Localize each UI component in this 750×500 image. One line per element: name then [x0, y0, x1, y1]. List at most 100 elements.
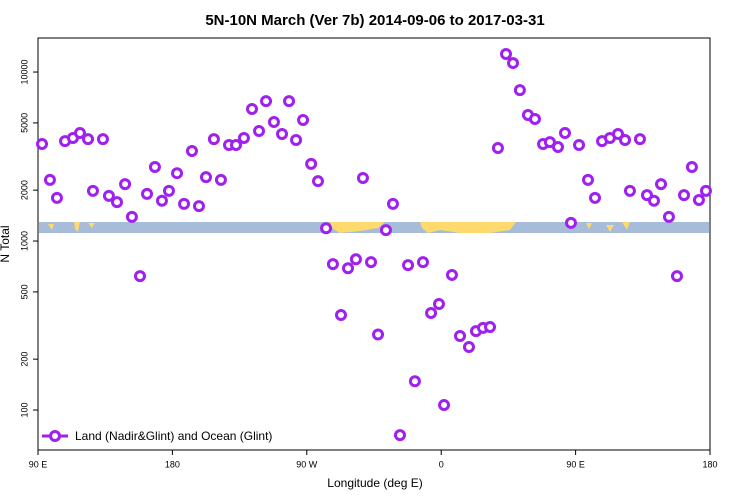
y-tick-label: 10000 [19, 60, 29, 85]
point [685, 161, 698, 174]
point [342, 262, 355, 275]
point [162, 184, 175, 197]
point [393, 429, 406, 442]
x-tick-label: 180 [702, 459, 717, 469]
x-tick-label: 90 E [566, 459, 585, 469]
land-patch [48, 222, 95, 232]
y-axis-label: N Total [0, 225, 12, 262]
point [230, 139, 243, 152]
point [558, 126, 571, 139]
point [110, 196, 123, 209]
point [155, 194, 168, 207]
point [50, 191, 63, 204]
point [141, 187, 154, 200]
point [356, 172, 369, 185]
point [86, 184, 99, 197]
point [432, 298, 445, 311]
point [290, 134, 303, 147]
point [305, 157, 318, 170]
point [43, 173, 56, 186]
map-band [39, 222, 709, 233]
legend-marker [49, 430, 61, 442]
point [670, 270, 683, 283]
point [320, 222, 333, 235]
y-tick-label: 100 [19, 403, 29, 418]
point [491, 142, 504, 155]
y-tick-label: 2000 [19, 180, 29, 200]
point [408, 375, 421, 388]
point [133, 270, 146, 283]
point [267, 116, 280, 129]
point [678, 189, 691, 202]
point [543, 136, 556, 149]
point [73, 126, 86, 139]
land-patch [586, 222, 630, 232]
point [192, 200, 205, 213]
x-tick-label: 0 [439, 459, 444, 469]
point [445, 268, 458, 281]
point [96, 133, 109, 146]
x-tick-label: 180 [165, 459, 180, 469]
point [500, 47, 513, 60]
point [425, 307, 438, 320]
point [148, 161, 161, 174]
point [253, 124, 266, 137]
point [349, 253, 362, 266]
point [692, 193, 705, 206]
point [125, 210, 138, 223]
point [454, 330, 467, 343]
point [623, 184, 636, 197]
point [276, 127, 289, 140]
land-patch [420, 222, 516, 233]
plot-frame [37, 37, 711, 451]
point [82, 133, 95, 146]
point [312, 175, 324, 188]
point [589, 191, 602, 204]
point [573, 139, 586, 152]
point [379, 224, 392, 237]
point [402, 259, 415, 272]
point [551, 141, 564, 154]
point [528, 113, 541, 126]
point [334, 308, 347, 321]
legend: Land (Nadir&Glint) and Ocean (Glint) [42, 429, 272, 443]
point [237, 132, 250, 145]
point [612, 127, 625, 140]
point [513, 84, 526, 97]
point [507, 57, 520, 70]
point [102, 189, 115, 202]
point [214, 173, 227, 186]
point [326, 258, 339, 271]
point [655, 178, 668, 191]
y-tick-label: 200 [19, 352, 29, 367]
point [581, 173, 594, 186]
point [245, 103, 258, 116]
point [171, 167, 184, 180]
point [438, 399, 451, 412]
point [372, 328, 385, 341]
point [36, 138, 49, 151]
x-tick-label: 90 W [296, 459, 318, 469]
point [297, 114, 310, 127]
point [365, 256, 378, 269]
point [633, 133, 646, 146]
point [119, 178, 132, 191]
chart-title: 5N-10N March (Ver 7b) 2014-09-06 to 2017… [205, 12, 544, 29]
point [178, 197, 191, 210]
point [484, 320, 497, 333]
land-patch [330, 222, 385, 233]
y-tick-label: 500 [19, 284, 29, 299]
point [662, 210, 675, 223]
point [699, 184, 712, 197]
point [619, 134, 632, 147]
legend-label: Land (Nadir&Glint) and Ocean (Glint) [75, 429, 272, 443]
y-tick-label: 5000 [19, 113, 29, 133]
point [462, 341, 475, 354]
point [260, 95, 273, 108]
x-axis-label: Longitude (deg E) [327, 476, 422, 490]
point [200, 171, 212, 184]
point [386, 197, 399, 210]
point [185, 144, 198, 157]
point [207, 133, 220, 146]
